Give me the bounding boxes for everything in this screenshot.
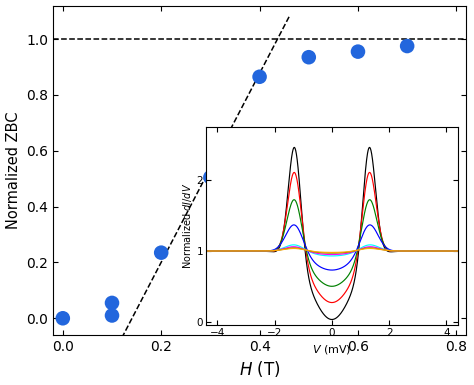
Point	[256, 74, 264, 80]
Y-axis label: Normalized ZBC: Normalized ZBC	[6, 112, 20, 229]
Point	[403, 43, 411, 49]
Point	[108, 312, 116, 318]
Point	[354, 49, 362, 55]
Point	[108, 300, 116, 306]
Point	[157, 249, 165, 256]
Point	[59, 315, 67, 321]
Point	[207, 174, 214, 180]
Point	[305, 54, 312, 60]
X-axis label: $H$ (T): $H$ (T)	[239, 360, 280, 380]
